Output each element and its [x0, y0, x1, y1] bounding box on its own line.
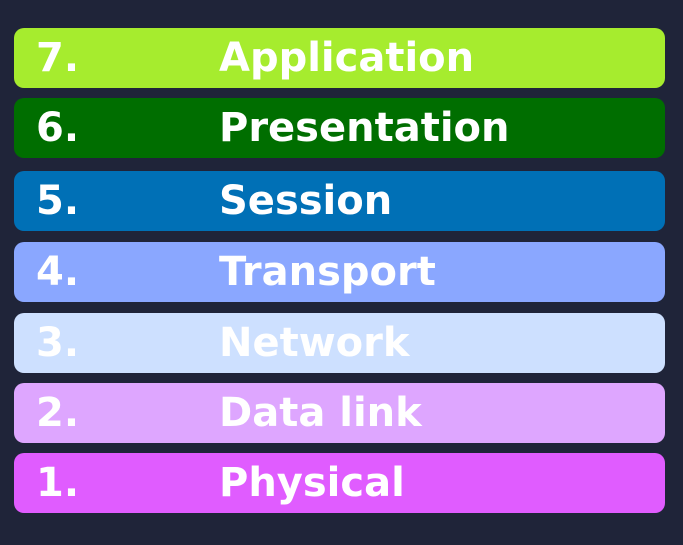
- layer-data-link: 2. Data link: [14, 383, 665, 443]
- layer-name: Data link: [219, 390, 422, 436]
- layer-network: 3. Network: [14, 313, 665, 373]
- layer-transport: 4. Transport: [14, 242, 665, 302]
- layer-session: 5. Session: [14, 171, 665, 231]
- layer-application: 7. Application: [14, 28, 665, 88]
- layer-number: 1.: [36, 460, 80, 506]
- layer-number: 3.: [36, 320, 80, 366]
- layer-number: 2.: [36, 390, 80, 436]
- layer-presentation: 6. Presentation: [14, 98, 665, 158]
- layer-name: Presentation: [219, 105, 510, 151]
- layer-name: Network: [219, 320, 410, 366]
- layer-number: 4.: [36, 249, 80, 295]
- layer-physical: 1. Physical: [14, 453, 665, 513]
- layer-name: Application: [219, 35, 475, 81]
- layer-name: Session: [219, 178, 393, 224]
- layer-name: Transport: [219, 249, 436, 295]
- layer-name: Physical: [219, 460, 405, 506]
- layer-number: 6.: [36, 105, 80, 151]
- layer-number: 7.: [36, 35, 80, 81]
- layer-number: 5.: [36, 178, 80, 224]
